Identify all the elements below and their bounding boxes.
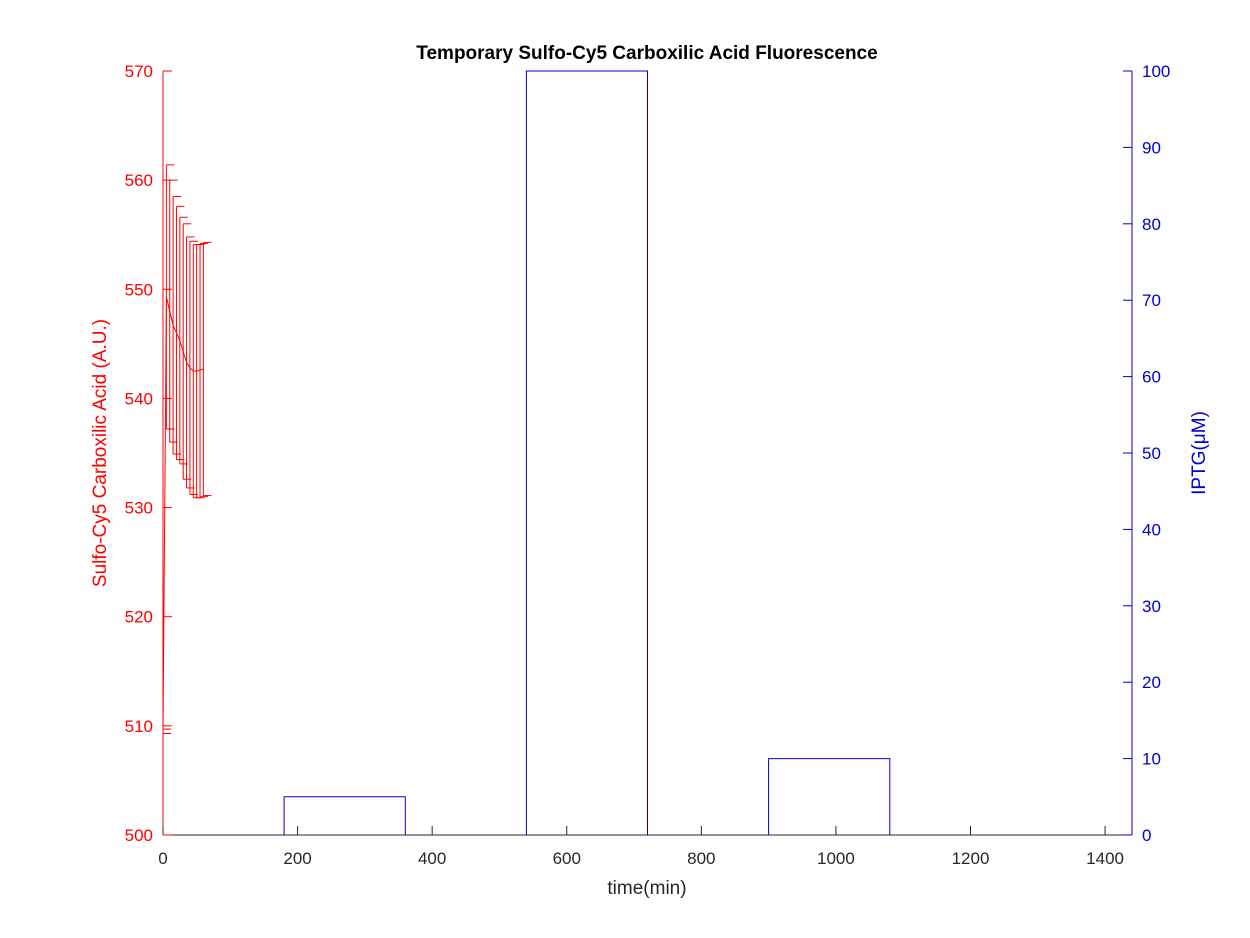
chart-title: Temporary Sulfo-Cy5 Carboxilic Acid Fluo… [416, 43, 877, 64]
series-layer [162, 70, 1132, 836]
x-tick-label: 800 [687, 849, 715, 868]
x-tick-label: 600 [553, 849, 581, 868]
x-tick-label: 400 [418, 849, 446, 868]
y-left-tick-label: 530 [125, 499, 153, 518]
y-right-tick-label: 50 [1142, 444, 1161, 463]
y-right-tick-label: 40 [1142, 520, 1161, 539]
y-left-tick-label: 540 [125, 389, 153, 408]
error-bar [199, 242, 209, 498]
y-right-tick-label: 90 [1142, 138, 1161, 157]
y-right-tick-label: 100 [1142, 62, 1170, 81]
y-right-tick-label: 0 [1142, 826, 1151, 845]
x-tick-label: 1400 [1086, 849, 1124, 868]
x-tick-label: 1000 [817, 849, 855, 868]
y-right-tick-label: 30 [1142, 597, 1161, 616]
y-right-tick-label: 20 [1142, 673, 1161, 692]
y-left-tick-label: 520 [125, 608, 153, 627]
x-tick-label: 0 [158, 849, 167, 868]
x-tick-label: 200 [283, 849, 311, 868]
y-left-tick-label: 560 [125, 171, 153, 190]
y-right-tick-label: 10 [1142, 750, 1161, 769]
y-left-tick-label: 510 [125, 717, 153, 736]
y-left-axis-title: Sulfo-Cy5 Carboxilic Acid (A.U.) [90, 319, 111, 587]
x-tick-label: 1200 [952, 849, 990, 868]
y-right-tick-label: 80 [1142, 215, 1161, 234]
y-left-tick-label: 550 [125, 280, 153, 299]
y-right-tick-label: 60 [1142, 368, 1161, 387]
iptg-step-line [163, 70, 1132, 836]
y-left-tick-label: 570 [125, 62, 153, 81]
y-right-tick-label: 70 [1142, 291, 1161, 310]
y-right-axis-title: IPTG(μM) [1189, 411, 1210, 495]
y-left-tick-label: 500 [125, 826, 153, 845]
error-bar [202, 241, 212, 497]
x-axis-title: time(min) [607, 878, 686, 899]
axes-layer: 0 200 400 600 800 1000 1200 1400500510520530540… [125, 62, 1171, 868]
